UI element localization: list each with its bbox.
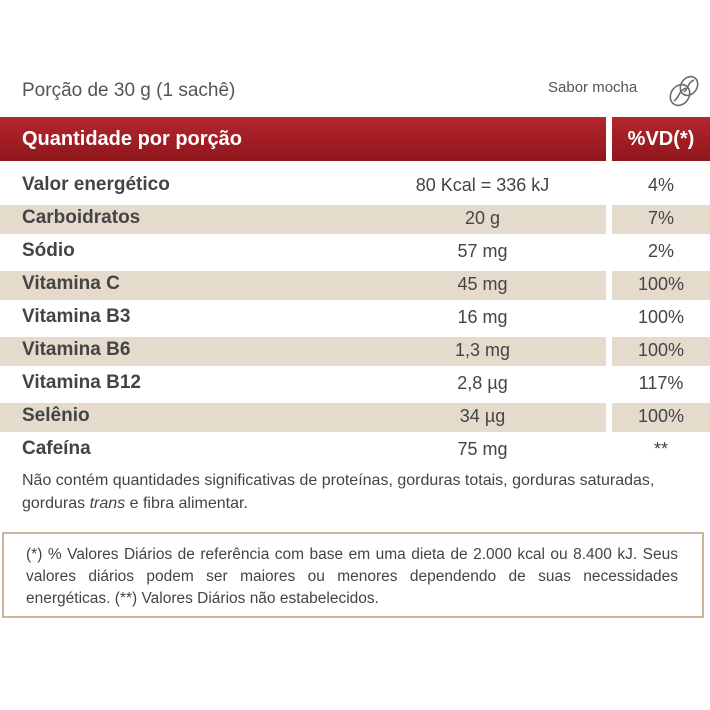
nutrient-name: Carboidratos	[22, 207, 141, 228]
header-title-cell: Quantidade por porção	[0, 117, 606, 161]
nutrition-note: Não contém quantidades significativas de…	[22, 469, 682, 515]
table-row: Vitamina C 45 mg 100%	[0, 269, 710, 302]
table-header: Quantidade por porção %VD(*)	[0, 117, 710, 161]
table-row: Sódio 57 mg 2%	[0, 236, 710, 269]
header-vd-cell: %VD(*)	[612, 117, 710, 161]
nutrient-vd: **	[653, 439, 668, 459]
serving-size: Porção de 30 g (1 sachê)	[22, 80, 236, 101]
nutrient-name: Valor energético	[22, 174, 170, 195]
table-row: Vitamina B12 2,8 µg 117%	[0, 368, 710, 401]
note-text-start: Não contém quantidades significativas de…	[22, 472, 655, 512]
nutrient-amount: 2,8 µg	[457, 373, 508, 393]
header-vd-label: %VD(*)	[627, 128, 695, 150]
nutrient-amount: 75 mg	[457, 439, 508, 459]
nutrient-name: Vitamina C	[22, 273, 120, 294]
table-row: Valor energético 80 Kcal = 336 kJ 4%	[0, 170, 710, 203]
nutrient-amount: 16 mg	[457, 307, 508, 327]
nutrient-vd: 100%	[637, 307, 685, 327]
nutrient-vd: 4%	[647, 175, 674, 195]
footnote-text: (*) % Valores Diários de referência com …	[26, 546, 678, 607]
table-row: Vitamina B6 1,3 mg 100%	[0, 335, 710, 368]
nutrient-vd: 100%	[637, 406, 685, 426]
nutrient-vd: 100%	[637, 340, 685, 360]
table-row: Carboidratos 20 g 7%	[0, 203, 710, 236]
nutrient-amount: 20 g	[464, 208, 501, 228]
coffee-bean-icon	[669, 75, 699, 107]
nutrient-vd: 2%	[647, 241, 674, 261]
nutrient-amount: 34 µg	[459, 406, 506, 426]
nutrient-vd: 100%	[637, 274, 685, 294]
header-title: Quantidade por porção	[22, 128, 243, 150]
footnote-box: (*) % Valores Diários de referência com …	[2, 532, 704, 618]
nutrient-name: Selênio	[22, 405, 90, 426]
table-row: Vitamina B3 16 mg 100%	[0, 302, 710, 335]
nutrient-name: Vitamina B3	[22, 306, 131, 327]
nutrient-amount: 80 Kcal = 336 kJ	[415, 175, 550, 195]
nutrition-table: Valor energético 80 Kcal = 336 kJ 4% Car…	[0, 170, 710, 467]
flavor-label: Sabor mocha	[548, 79, 638, 96]
nutrient-name: Cafeína	[22, 438, 91, 459]
note-text-italic: trans	[89, 495, 126, 512]
note-text-end: e fibra alimentar.	[125, 495, 248, 512]
nutrient-amount: 1,3 mg	[454, 340, 511, 360]
nutrient-name: Sódio	[22, 240, 75, 261]
table-row: Cafeína 75 mg **	[0, 434, 710, 467]
nutrient-vd: 7%	[647, 208, 674, 228]
nutrient-name: Vitamina B12	[22, 372, 141, 393]
nutrient-name: Vitamina B6	[22, 339, 131, 360]
nutrient-vd: 117%	[638, 373, 684, 393]
table-row: Selênio 34 µg 100%	[0, 401, 710, 434]
nutrient-amount: 45 mg	[457, 274, 508, 294]
nutrient-amount: 57 mg	[457, 241, 508, 261]
